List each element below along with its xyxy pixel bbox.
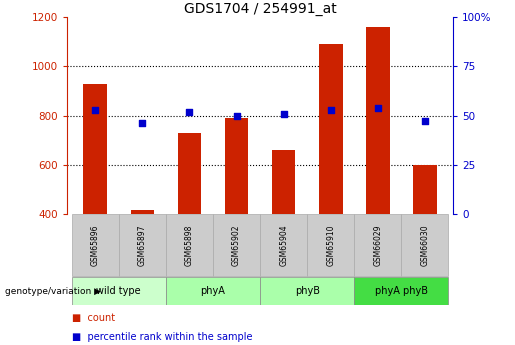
Bar — [354, 214, 401, 276]
Text: phyA phyB: phyA phyB — [375, 286, 428, 296]
Title: GDS1704 / 254991_at: GDS1704 / 254991_at — [184, 2, 336, 16]
Point — [374, 105, 382, 110]
Text: GSM65896: GSM65896 — [91, 224, 100, 266]
Text: wild type: wild type — [96, 286, 141, 296]
Bar — [83, 83, 107, 214]
Bar — [72, 277, 166, 305]
Text: GSM66029: GSM66029 — [373, 224, 382, 266]
Bar — [307, 214, 354, 276]
Text: genotype/variation ▶: genotype/variation ▶ — [5, 287, 101, 296]
Text: GSM65898: GSM65898 — [185, 224, 194, 266]
Bar — [260, 277, 354, 305]
Text: GSM65910: GSM65910 — [326, 224, 335, 266]
Bar — [178, 133, 201, 214]
Bar — [354, 277, 449, 305]
Bar — [413, 165, 437, 214]
Text: GSM66030: GSM66030 — [420, 224, 430, 266]
Bar — [72, 214, 119, 276]
Text: ■  count: ■ count — [72, 313, 115, 323]
Text: phyB: phyB — [295, 286, 320, 296]
Text: GSM65904: GSM65904 — [279, 224, 288, 266]
Bar — [119, 214, 166, 276]
Bar — [366, 27, 390, 214]
Text: GSM65902: GSM65902 — [232, 224, 241, 266]
Text: phyA: phyA — [200, 286, 226, 296]
Point — [421, 119, 429, 124]
Point — [138, 121, 146, 126]
Point — [91, 107, 99, 112]
Point — [280, 111, 288, 116]
Point — [185, 109, 194, 115]
Text: GSM65897: GSM65897 — [138, 224, 147, 266]
Bar — [213, 214, 260, 276]
Bar — [319, 44, 342, 214]
Text: ■  percentile rank within the sample: ■ percentile rank within the sample — [72, 332, 252, 342]
Bar — [401, 214, 449, 276]
Bar — [272, 150, 296, 214]
Point — [327, 107, 335, 112]
Bar — [166, 214, 213, 276]
Bar — [260, 214, 307, 276]
Bar — [166, 277, 260, 305]
Bar — [225, 118, 248, 214]
Point — [232, 113, 241, 118]
Bar — [130, 210, 154, 214]
